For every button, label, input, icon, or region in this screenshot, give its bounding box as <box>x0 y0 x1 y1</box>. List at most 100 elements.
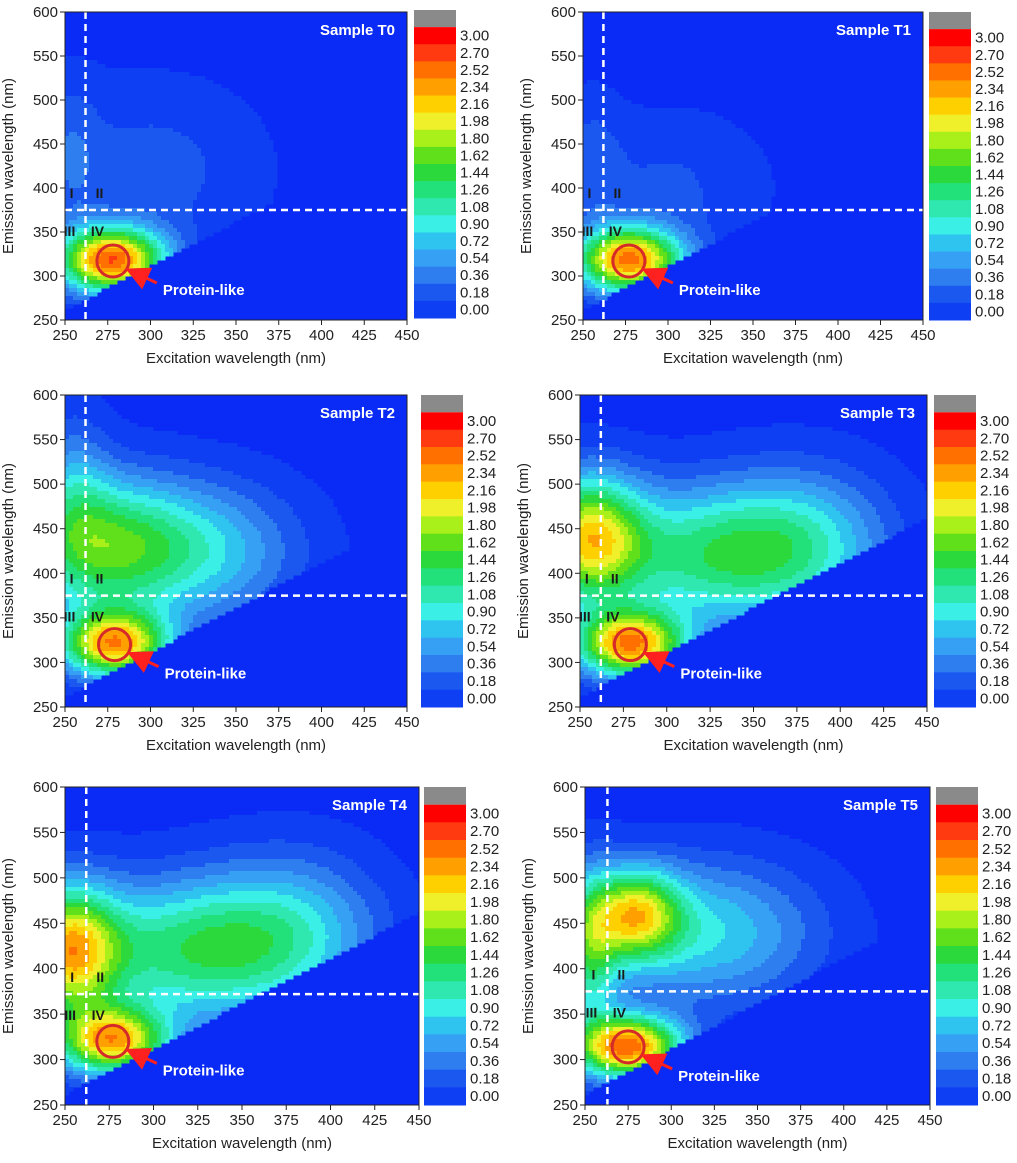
contour-cell <box>77 531 82 536</box>
contour-cell <box>723 188 728 193</box>
contour-cell <box>643 164 648 169</box>
contour-cell <box>101 515 106 520</box>
contour-cell <box>65 499 70 504</box>
contour-cell <box>161 68 166 73</box>
contour-cell <box>93 435 98 440</box>
contour-cell <box>81 296 86 301</box>
contour-cell <box>771 180 776 185</box>
contour-cell <box>73 459 78 464</box>
contour-cell <box>659 252 664 257</box>
contour-cell <box>73 296 78 301</box>
contour-cell <box>699 132 704 137</box>
contour-cell <box>695 152 700 157</box>
contour-cell <box>177 168 182 173</box>
contour-cell <box>635 256 640 261</box>
contour-cell <box>687 108 692 113</box>
contour-cell <box>81 152 86 157</box>
contour-cell <box>193 188 198 193</box>
contour-cell <box>691 212 696 217</box>
contour-cell <box>149 188 154 193</box>
contour-cell <box>667 120 672 125</box>
contour-cell <box>201 212 206 217</box>
contour-cell <box>77 144 82 149</box>
contour-cell <box>173 136 178 141</box>
contour-cell <box>65 663 70 668</box>
contour-cell <box>73 523 78 528</box>
contour-cell <box>93 64 98 69</box>
contour-cell <box>101 431 106 436</box>
contour-cell <box>69 395 74 400</box>
contour-cell <box>715 184 720 189</box>
contour-cell <box>141 216 146 221</box>
contour-cell <box>639 180 644 185</box>
contour-cell <box>627 140 632 145</box>
contour-cell <box>583 100 588 105</box>
contour-cell <box>643 124 648 129</box>
contour-cell <box>229 200 234 205</box>
contour-cell <box>197 188 202 193</box>
contour-cell <box>591 156 596 161</box>
contour-cell <box>265 164 270 169</box>
contour-cell <box>113 212 118 217</box>
contour-cell <box>65 671 70 676</box>
contour-cell <box>703 136 708 141</box>
contour-cell <box>193 88 198 93</box>
contour-cell <box>659 152 664 157</box>
contour-cell <box>145 264 150 269</box>
contour-cell <box>149 196 154 201</box>
contour-cell <box>97 120 102 125</box>
contour-cell <box>611 280 616 285</box>
contour-cell <box>97 124 102 129</box>
contour-cell <box>221 200 226 205</box>
contour-cell <box>663 224 668 229</box>
contour-cell <box>73 300 78 305</box>
contour-cell <box>113 100 118 105</box>
contour-cell <box>679 144 684 149</box>
contour-cell <box>73 679 78 684</box>
contour-cell <box>237 156 242 161</box>
contour-cell <box>89 399 94 404</box>
contour-cell <box>69 559 74 564</box>
contour-cell <box>599 272 604 277</box>
contour-cell <box>647 252 652 257</box>
contour-cell <box>241 188 246 193</box>
contour-cell <box>261 144 266 149</box>
contour-cell <box>93 527 98 532</box>
contour-cell <box>723 224 728 229</box>
contour-cell <box>173 164 178 169</box>
contour-cell <box>193 228 198 233</box>
contour-cell <box>101 523 106 528</box>
contour-cell <box>623 172 628 177</box>
contour-cell <box>651 228 656 233</box>
contour-cell <box>205 136 210 141</box>
contour-cell <box>253 188 258 193</box>
contour-cell <box>587 96 592 101</box>
contour-cell <box>639 208 644 213</box>
contour-cell <box>81 212 86 217</box>
contour-cell <box>253 120 258 125</box>
contour-cell <box>201 204 206 209</box>
contour-cell <box>695 240 700 245</box>
contour-cell <box>217 192 222 197</box>
contour-cell <box>209 104 214 109</box>
contour-cell <box>177 88 182 93</box>
contour-cell <box>185 88 190 93</box>
contour-cell <box>113 200 118 205</box>
contour-cell <box>161 136 166 141</box>
contour-cell <box>69 483 74 488</box>
contour-cell <box>97 284 102 289</box>
contour-cell <box>133 128 138 133</box>
contour-cell <box>173 216 178 221</box>
contour-cell <box>241 176 246 181</box>
contour-cell <box>153 124 158 129</box>
contour-cell <box>89 639 94 644</box>
contour-cell <box>691 248 696 253</box>
contour-cell <box>193 196 198 201</box>
contour-cell <box>703 144 708 149</box>
contour-cell <box>587 124 592 129</box>
contour-cell <box>149 228 154 233</box>
contour-cell <box>101 471 106 476</box>
contour-cell <box>607 200 612 205</box>
contour-cell <box>125 168 130 173</box>
colorbar-tick-label: 0.36 <box>460 267 489 284</box>
